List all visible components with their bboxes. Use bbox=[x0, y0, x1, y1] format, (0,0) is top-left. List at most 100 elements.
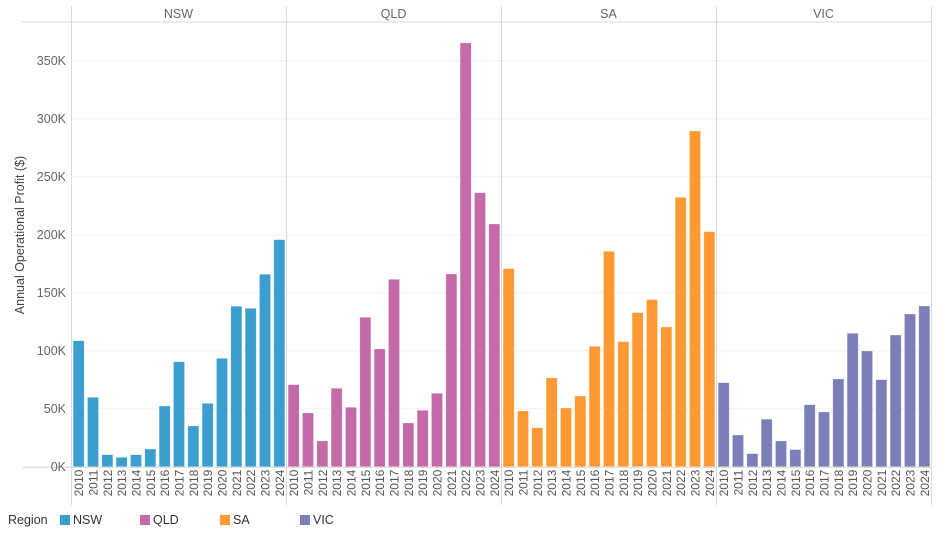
x-tick-label: 2017 bbox=[603, 469, 617, 496]
y-tick-label: 200K bbox=[37, 228, 67, 242]
x-tick-label: 2015 bbox=[789, 469, 803, 496]
x-tick-label: 2024 bbox=[273, 469, 287, 496]
bar-nsw-2011 bbox=[87, 397, 99, 467]
legend-label: NSW bbox=[73, 513, 103, 527]
bar-qld-2011 bbox=[302, 412, 314, 468]
bar-sa-2014 bbox=[560, 407, 572, 467]
legend-title: Region bbox=[8, 513, 48, 527]
bar-qld-2021 bbox=[445, 273, 458, 467]
x-tick-label: 2014 bbox=[130, 469, 144, 496]
y-tick-label: 50K bbox=[44, 402, 67, 416]
bar-nsw-2021 bbox=[230, 305, 243, 467]
bar-nsw-2015 bbox=[144, 448, 157, 467]
legend-item-nsw[interactable]: NSW bbox=[60, 513, 102, 527]
x-tick-label: 2010 bbox=[287, 469, 301, 496]
bar-sa-2011 bbox=[517, 410, 529, 467]
bar-qld-2013 bbox=[330, 387, 343, 467]
legend-item-vic[interactable]: VIC bbox=[300, 513, 334, 527]
bar-qld-2015 bbox=[359, 316, 372, 467]
x-tick-label: 2023 bbox=[689, 469, 703, 496]
bar-qld-2014 bbox=[345, 407, 357, 468]
x-tick-label: 2019 bbox=[416, 469, 430, 496]
bar-vic-2024 bbox=[918, 305, 931, 468]
bar-sa-2013 bbox=[545, 377, 558, 467]
x-tick-label: 2012 bbox=[316, 469, 330, 496]
x-tick-label: 2017 bbox=[388, 469, 402, 496]
x-tick-label: 2019 bbox=[846, 469, 860, 496]
bar-qld-2016 bbox=[373, 348, 386, 467]
x-tick-label: 2022 bbox=[459, 469, 473, 496]
x-tick-label: 2011 bbox=[517, 469, 531, 495]
bar-nsw-2023 bbox=[259, 273, 271, 468]
bar-sa-2024 bbox=[703, 231, 716, 468]
legend-label: VIC bbox=[313, 513, 334, 527]
x-tick-label: 2020 bbox=[861, 469, 875, 496]
y-tick-label: 100K bbox=[37, 344, 67, 358]
x-tick-label: 2010 bbox=[72, 469, 86, 496]
x-tick-label: 2019 bbox=[201, 469, 215, 496]
bar-qld-2012 bbox=[316, 440, 329, 467]
bar-nsw-2020 bbox=[216, 358, 228, 467]
x-tick-label: 2024 bbox=[703, 469, 717, 496]
x-tick-label: 2024 bbox=[488, 469, 502, 496]
legend-item-sa[interactable]: SA bbox=[220, 513, 250, 527]
panel-title: NSW bbox=[164, 7, 193, 21]
x-tick-label: 2013 bbox=[330, 469, 344, 496]
bar-vic-2017 bbox=[818, 411, 830, 467]
bar-vic-2023 bbox=[904, 313, 916, 468]
x-tick-label: 2014 bbox=[560, 469, 574, 496]
bar-qld-2020 bbox=[431, 392, 443, 468]
bar-sa-2021 bbox=[660, 326, 673, 468]
x-tick-label: 2019 bbox=[631, 469, 645, 496]
bar-vic-2016 bbox=[803, 404, 816, 468]
bar-qld-2017 bbox=[388, 279, 400, 467]
x-tick-label: 2022 bbox=[889, 469, 903, 496]
bar-vic-2011 bbox=[732, 434, 744, 468]
x-tick-label: 2016 bbox=[373, 469, 387, 496]
x-tick-label: 2012 bbox=[101, 469, 115, 496]
y-tick-label: 300K bbox=[37, 112, 67, 126]
bar-sa-2017 bbox=[603, 250, 615, 467]
x-tick-label: 2015 bbox=[574, 469, 588, 496]
legend-label: SA bbox=[233, 513, 250, 527]
legend-item-qld[interactable]: QLD bbox=[140, 513, 179, 527]
x-tick-label: 2024 bbox=[918, 469, 932, 496]
bar-qld-2019 bbox=[416, 410, 429, 468]
y-tick-label: 0K bbox=[51, 460, 67, 474]
x-tick-label: 2021 bbox=[660, 469, 674, 496]
gridlines bbox=[22, 6, 932, 505]
x-tick-label: 2012 bbox=[531, 469, 545, 496]
bar-nsw-2018 bbox=[187, 425, 200, 468]
bar-vic-2021 bbox=[875, 379, 888, 468]
x-tick-label: 2020 bbox=[216, 469, 230, 496]
bar-sa-2012 bbox=[531, 427, 544, 468]
x-tick-label: 2010 bbox=[717, 469, 731, 496]
x-tick-label: 2021 bbox=[445, 469, 459, 496]
bar-qld-2023 bbox=[474, 192, 486, 467]
x-tick-label: 2013 bbox=[115, 469, 129, 496]
bar-vic-2022 bbox=[889, 334, 902, 468]
legend-swatch bbox=[220, 515, 230, 525]
x-tick-label: 2016 bbox=[803, 469, 817, 496]
bar-vic-2018 bbox=[832, 378, 845, 467]
x-tick-label: 2020 bbox=[646, 469, 660, 496]
x-tick-label: 2015 bbox=[359, 469, 373, 496]
x-tick-label: 2018 bbox=[617, 469, 631, 496]
bar-sa-2010 bbox=[502, 268, 515, 467]
legend-swatch bbox=[140, 515, 150, 525]
x-tick-label: 2010 bbox=[502, 469, 516, 496]
bar-nsw-2024 bbox=[273, 239, 286, 467]
x-tick-label: 2018 bbox=[832, 469, 846, 496]
x-tick-label: 2017 bbox=[818, 469, 832, 496]
x-tick-label: 2014 bbox=[345, 469, 359, 496]
bar-nsw-2016 bbox=[158, 405, 171, 468]
bar-nsw-2022 bbox=[244, 308, 257, 467]
panel-title: SA bbox=[600, 7, 617, 21]
legend-label: QLD bbox=[153, 513, 179, 527]
y-tick-label: 350K bbox=[37, 54, 67, 68]
bar-sa-2020 bbox=[646, 299, 658, 467]
bar-vic-2012 bbox=[746, 453, 759, 468]
x-tick-label: 2011 bbox=[87, 469, 101, 495]
